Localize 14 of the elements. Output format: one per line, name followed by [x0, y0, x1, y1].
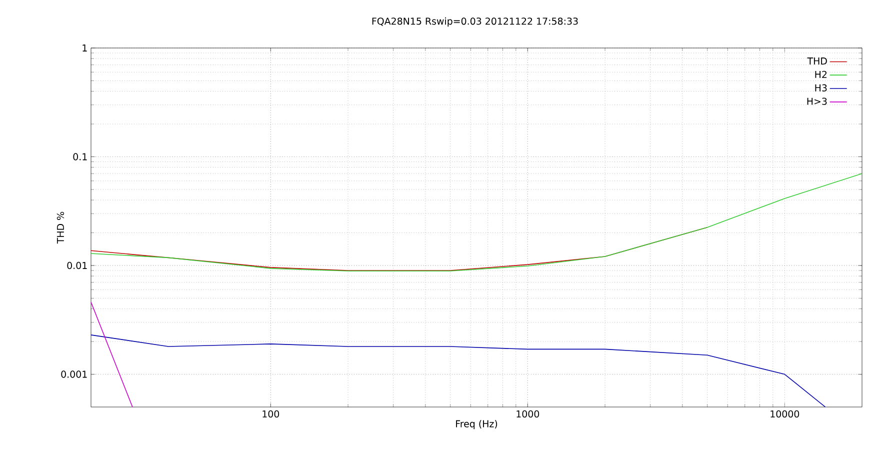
chart-title: FQA28N15 Rswip=0.03 20121122 17:58:33	[372, 17, 578, 27]
legend-label: H>3	[807, 98, 827, 105]
y-tick-label: 0.001	[61, 370, 87, 378]
legend-label: H3	[815, 84, 827, 92]
x-tick-label: 1000	[516, 410, 540, 418]
x-axis-title: Freq (Hz)	[456, 420, 498, 430]
x-tick-label: 10000	[770, 410, 800, 418]
y-tick-label: 0.01	[67, 262, 87, 270]
x-tick-label: 100	[262, 410, 280, 418]
y-axis-title: THD %	[56, 212, 64, 244]
legend-label: H2	[815, 70, 827, 78]
y-tick-label: 0.1	[73, 153, 87, 160]
y-tick-label: 1	[82, 44, 87, 52]
legend-label: THD	[807, 58, 827, 64]
